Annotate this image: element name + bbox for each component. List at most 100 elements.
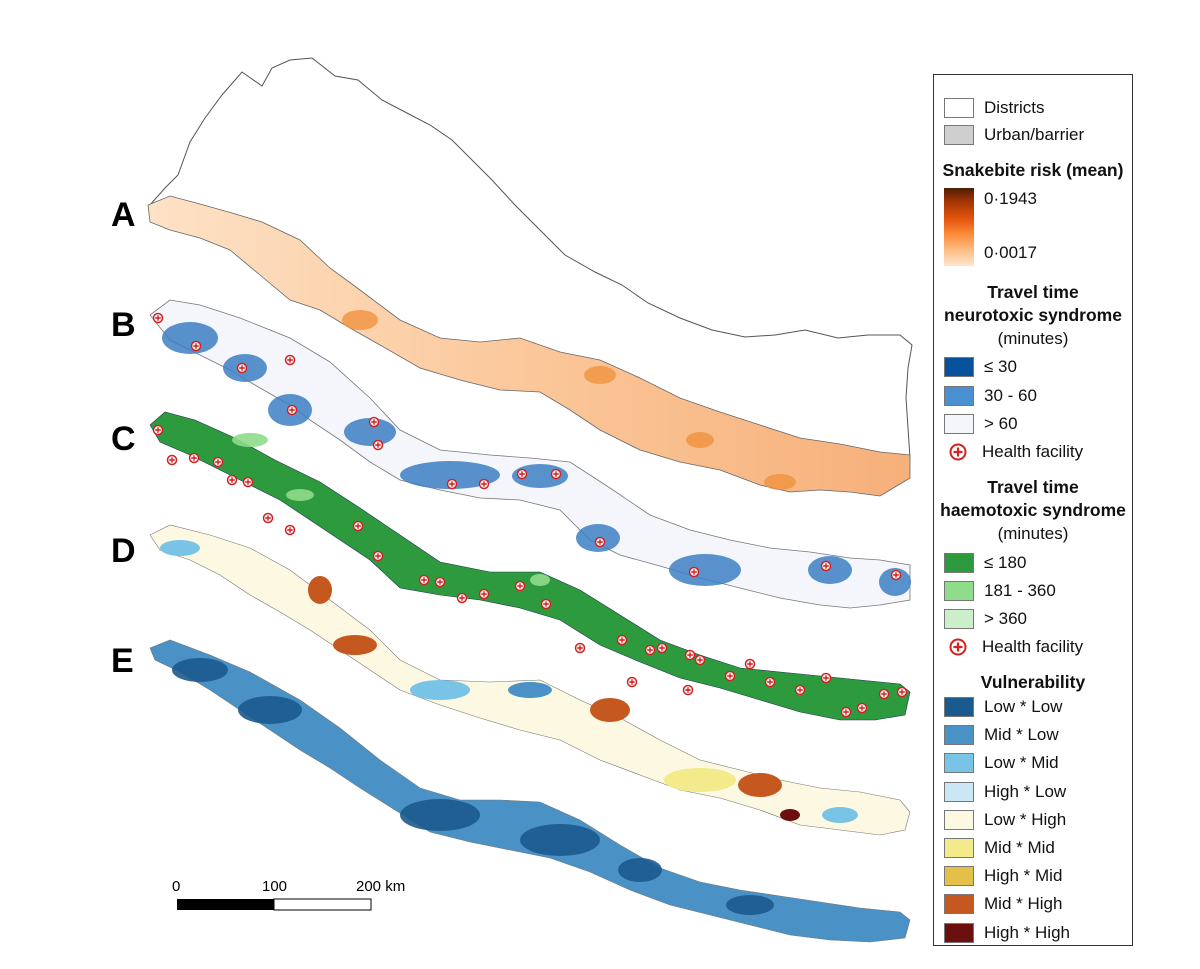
haemo-label-3: > 360: [984, 609, 1028, 628]
neuro-title-1: Travel time: [987, 282, 1079, 302]
vuln-label: Low * Low: [984, 697, 1063, 716]
health-facility-markers: [152, 312, 908, 718]
legend-haemo-3: > 360: [944, 607, 1027, 631]
panel-label-c: C: [111, 420, 136, 458]
health-facility-marker: [284, 354, 296, 366]
health-facility-marker: [478, 478, 490, 490]
health-facility-marker: [820, 672, 832, 684]
scale-tick-200: 200 km: [356, 878, 405, 895]
neuro-label-1: ≤ 30: [984, 357, 1017, 376]
urban-swatch: [944, 125, 974, 145]
panel-label-d: D: [111, 532, 136, 570]
health-facility-marker: [694, 654, 706, 666]
health-facility-marker: [840, 706, 852, 718]
neuro-swatch-1: [944, 357, 974, 377]
health-facility-marker: [226, 474, 238, 486]
legend-neuro-facility: Health facility: [944, 440, 1083, 464]
vuln-label: Mid * Mid: [984, 838, 1055, 857]
scale-tick-100: 100: [262, 878, 287, 895]
health-facility-marker: [616, 634, 628, 646]
vuln-swatch: [944, 922, 974, 943]
haemo-swatch-1: [944, 553, 974, 573]
panel-label-e: E: [111, 642, 134, 680]
panel-label-a: A: [111, 196, 136, 234]
risk-color-ramp: [944, 188, 974, 266]
legend-haemo-2: 181 - 360: [944, 579, 1056, 603]
haemo-label-1: ≤ 180: [984, 553, 1027, 572]
legend-neuro-3: > 60: [944, 412, 1018, 436]
panel-e-low-patches: [172, 658, 774, 915]
legend-neuro-2: 30 - 60: [944, 384, 1037, 408]
legend-haemo-facility: Health facility: [944, 635, 1083, 659]
panel-a-band: [147, 195, 911, 497]
legend-vuln-item: Mid * Low: [944, 723, 1059, 747]
haemo-title-1: Travel time: [987, 477, 1079, 497]
health-facility-marker: [446, 478, 458, 490]
health-facility-marker: [794, 684, 806, 696]
haemo-facility-label: Health facility: [982, 637, 1084, 656]
health-facility-marker: [856, 702, 868, 714]
districts-swatch: [944, 98, 974, 118]
haemo-unit: (minutes): [997, 524, 1069, 543]
vuln-swatch: [944, 725, 974, 746]
legend-vuln-item: High * High: [944, 921, 1070, 945]
health-facility-icon: [949, 443, 967, 461]
vuln-label: High * High: [984, 922, 1070, 942]
haemo-label-2: 181 - 360: [984, 581, 1056, 600]
health-facility-marker: [456, 592, 468, 604]
vuln-label: High * Mid: [984, 866, 1063, 886]
panel-label-b: B: [111, 306, 136, 344]
risk-min-label: 0·0017: [984, 243, 1037, 262]
neuro-unit: (minutes): [997, 329, 1069, 348]
panel-b-band: [149, 299, 911, 609]
health-facility-marker: [594, 536, 606, 548]
health-facility-marker: [574, 642, 586, 654]
health-facility-marker: [152, 424, 164, 436]
panel-c-band: [149, 411, 911, 721]
haemo-swatch-2: [944, 581, 974, 601]
health-facility-marker: [372, 550, 384, 562]
health-facility-marker: [262, 512, 274, 524]
health-facility-marker: [744, 658, 756, 670]
health-facility-marker: [626, 676, 638, 688]
legend-haemo-1: ≤ 180: [944, 551, 1026, 575]
vuln-swatch: [944, 894, 974, 915]
panel-d-patches: [160, 540, 858, 823]
neuro-swatch-2: [944, 386, 974, 406]
health-facility-marker: [878, 688, 890, 700]
vuln-label: Low * High: [984, 809, 1067, 829]
vuln-swatch: [944, 697, 974, 717]
neuro-facility-label: Health facility: [982, 442, 1084, 461]
health-facility-marker: [152, 312, 164, 324]
legend-districts-label: Districts: [984, 98, 1045, 117]
legend-vuln-item: Mid * Mid: [944, 836, 1055, 860]
health-facility-marker: [516, 468, 528, 480]
neuro-label-2: 30 - 60: [984, 386, 1037, 405]
vuln-swatch: [944, 809, 974, 830]
health-facility-marker: [644, 644, 656, 656]
health-facility-marker: [684, 649, 696, 661]
health-facility-marker: [434, 576, 446, 588]
health-facility-marker: [286, 404, 298, 416]
health-facility-marker: [896, 686, 908, 698]
vuln-label: Low * Mid: [984, 753, 1059, 773]
health-facility-marker: [284, 524, 296, 536]
haemo-title-2: haemotoxic syndrome: [940, 500, 1126, 520]
health-facility-marker: [550, 468, 562, 480]
legend-urban: Urban/barrier: [944, 123, 1084, 147]
health-facility-marker: [418, 574, 430, 586]
health-facility-marker: [514, 580, 526, 592]
health-facility-marker: [682, 684, 694, 696]
health-facility-marker: [188, 452, 200, 464]
legend-vuln-item: Mid * High: [944, 892, 1062, 916]
legend-urban-label: Urban/barrier: [984, 125, 1085, 144]
health-facility-marker: [166, 454, 178, 466]
panel-c-light-zones: [232, 433, 550, 586]
vuln-swatch: [944, 838, 974, 858]
neuro-label-3: > 60: [984, 414, 1018, 433]
legend-vuln-item: High * Low: [944, 780, 1066, 804]
risk-title: Snakebite risk (mean): [942, 160, 1124, 180]
health-facility-marker: [820, 560, 832, 572]
legend-vuln-item: Low * Mid: [944, 751, 1059, 775]
